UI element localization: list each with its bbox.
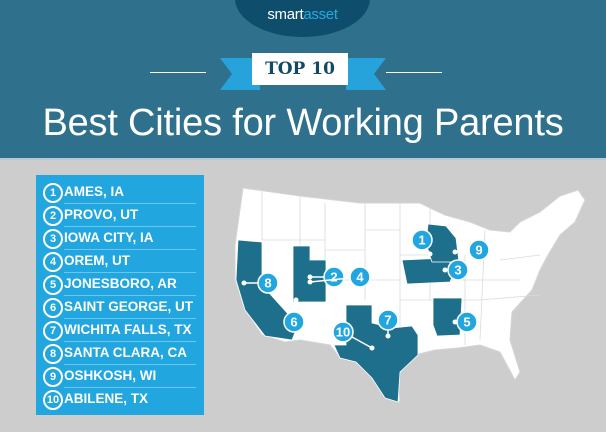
map-markers: 1 2 3 4 5 6 7 8 9 10 <box>241 229 490 351</box>
rank-badge: 5 <box>43 275 63 295</box>
city-name: AMES, IA <box>64 184 125 199</box>
ranking-item: 10 ABILENE, TX <box>36 388 204 411</box>
highlighted-states <box>235 223 463 403</box>
marker-circle <box>349 266 371 288</box>
state-utah <box>292 245 327 303</box>
city-name: IOWA CITY, IA <box>64 230 154 245</box>
ranking-item: 8 SANTA CLARA, CA <box>36 342 204 365</box>
rank-badge: 3 <box>43 229 63 249</box>
marker-number: 4 <box>356 270 364 285</box>
rank-badge: 4 <box>43 252 63 272</box>
rank-badge: 8 <box>43 344 63 364</box>
marker-circle <box>283 311 305 333</box>
page-title: Best Cities for Working Parents <box>42 102 564 144</box>
marker-8: 8 <box>241 272 279 294</box>
ranking-item: 7 WICHITA FALLS, TX <box>36 319 204 342</box>
us-outline <box>234 187 586 403</box>
ranking-item: 3 IOWA CITY, IA <box>36 227 204 250</box>
ranking-item: 6 SAINT GEORGE, UT <box>36 296 204 319</box>
marker-circle <box>447 259 469 281</box>
city-dot <box>427 251 433 257</box>
logo-text: smartasset <box>235 6 370 23</box>
divider-right <box>386 72 442 73</box>
header-banner: smartasset TOP 10 Best Cities for Workin… <box>0 0 606 158</box>
ranking-item: 2 PROVO, UT <box>36 204 204 227</box>
rank-badge: 2 <box>43 206 63 226</box>
ranking-item: 1 AMES, IA <box>36 181 204 204</box>
row-separator <box>64 341 196 342</box>
marker-circle <box>377 309 399 331</box>
city-dot <box>307 279 313 285</box>
city-dot <box>452 249 458 255</box>
city-dot <box>241 280 247 286</box>
marker-5: 5 <box>452 311 478 333</box>
rankings-list: 1 AMES, IA 2 PROVO, UT 3 IOWA CITY, IA 4 OREM, … <box>36 175 204 415</box>
state-arkansas <box>432 297 463 337</box>
city-dot <box>307 274 313 280</box>
marker-2: 2 <box>307 266 345 288</box>
marker-number: 3 <box>454 263 461 278</box>
marker-circle <box>456 311 478 333</box>
marker-7: 7 <box>377 309 399 339</box>
marker-number: 10 <box>336 325 350 340</box>
city-name: SANTA CLARA, CA <box>64 345 187 360</box>
marker-number: 8 <box>264 276 271 291</box>
city-name: OREM, UT <box>64 253 130 268</box>
row-separator <box>64 387 196 388</box>
row-separator <box>64 226 196 227</box>
marker-circle <box>257 272 279 294</box>
city-name: SAINT GEORGE, UT <box>64 299 194 314</box>
city-name: ABILENE, TX <box>64 391 149 406</box>
rank-badge: 10 <box>43 390 63 410</box>
city-dot <box>442 267 448 273</box>
marker-circle <box>411 229 433 251</box>
marker-number: 7 <box>384 313 391 328</box>
city-name: OSHKOSH, WI <box>64 368 157 383</box>
divider <box>0 158 606 160</box>
marker-number: 9 <box>475 243 482 258</box>
city-dot <box>385 333 391 339</box>
marker-4: 4 <box>307 266 371 288</box>
ranking-item: 5 JONESBORO, AR <box>36 273 204 296</box>
row-separator <box>64 272 196 273</box>
ranking-item: 4 OREM, UT <box>36 250 204 273</box>
logo-text-smart: smart <box>267 6 304 23</box>
marker-circle <box>323 266 345 288</box>
marker-number: 1 <box>418 233 425 248</box>
row-separator <box>64 364 196 365</box>
divider-left <box>150 72 206 73</box>
marker-3: 3 <box>442 259 469 281</box>
city-name: WICHITA FALLS, TX <box>64 322 192 337</box>
state-california <box>235 239 299 341</box>
rank-badge: 1 <box>43 183 63 203</box>
rank-badge: 9 <box>43 367 63 387</box>
city-dot <box>369 345 375 351</box>
row-separator <box>64 318 196 319</box>
row-separator <box>64 203 196 204</box>
rank-badge: 7 <box>43 321 63 341</box>
row-separator <box>64 249 196 250</box>
marker-circle <box>468 239 490 261</box>
logo-text-asset: asset <box>303 6 338 23</box>
row-separator <box>64 295 196 296</box>
city-name: JONESBORO, AR <box>64 276 177 291</box>
marker-9: 9 <box>452 239 490 261</box>
marker-circle <box>332 321 354 343</box>
marker-10: 10 <box>332 321 375 351</box>
rank-badge: 6 <box>43 298 63 318</box>
marker-1: 1 <box>411 229 433 257</box>
marker-number: 5 <box>463 315 470 330</box>
marker-number: 6 <box>290 315 297 330</box>
marker-number: 2 <box>330 270 337 285</box>
city-dot <box>452 319 458 325</box>
top-10-ribbon: TOP 10 <box>252 53 348 85</box>
city-dot <box>293 297 299 303</box>
city-name: PROVO, UT <box>64 207 139 222</box>
marker-6: 6 <box>283 297 305 333</box>
ranking-item: 9 OSHKOSH, WI <box>36 365 204 388</box>
